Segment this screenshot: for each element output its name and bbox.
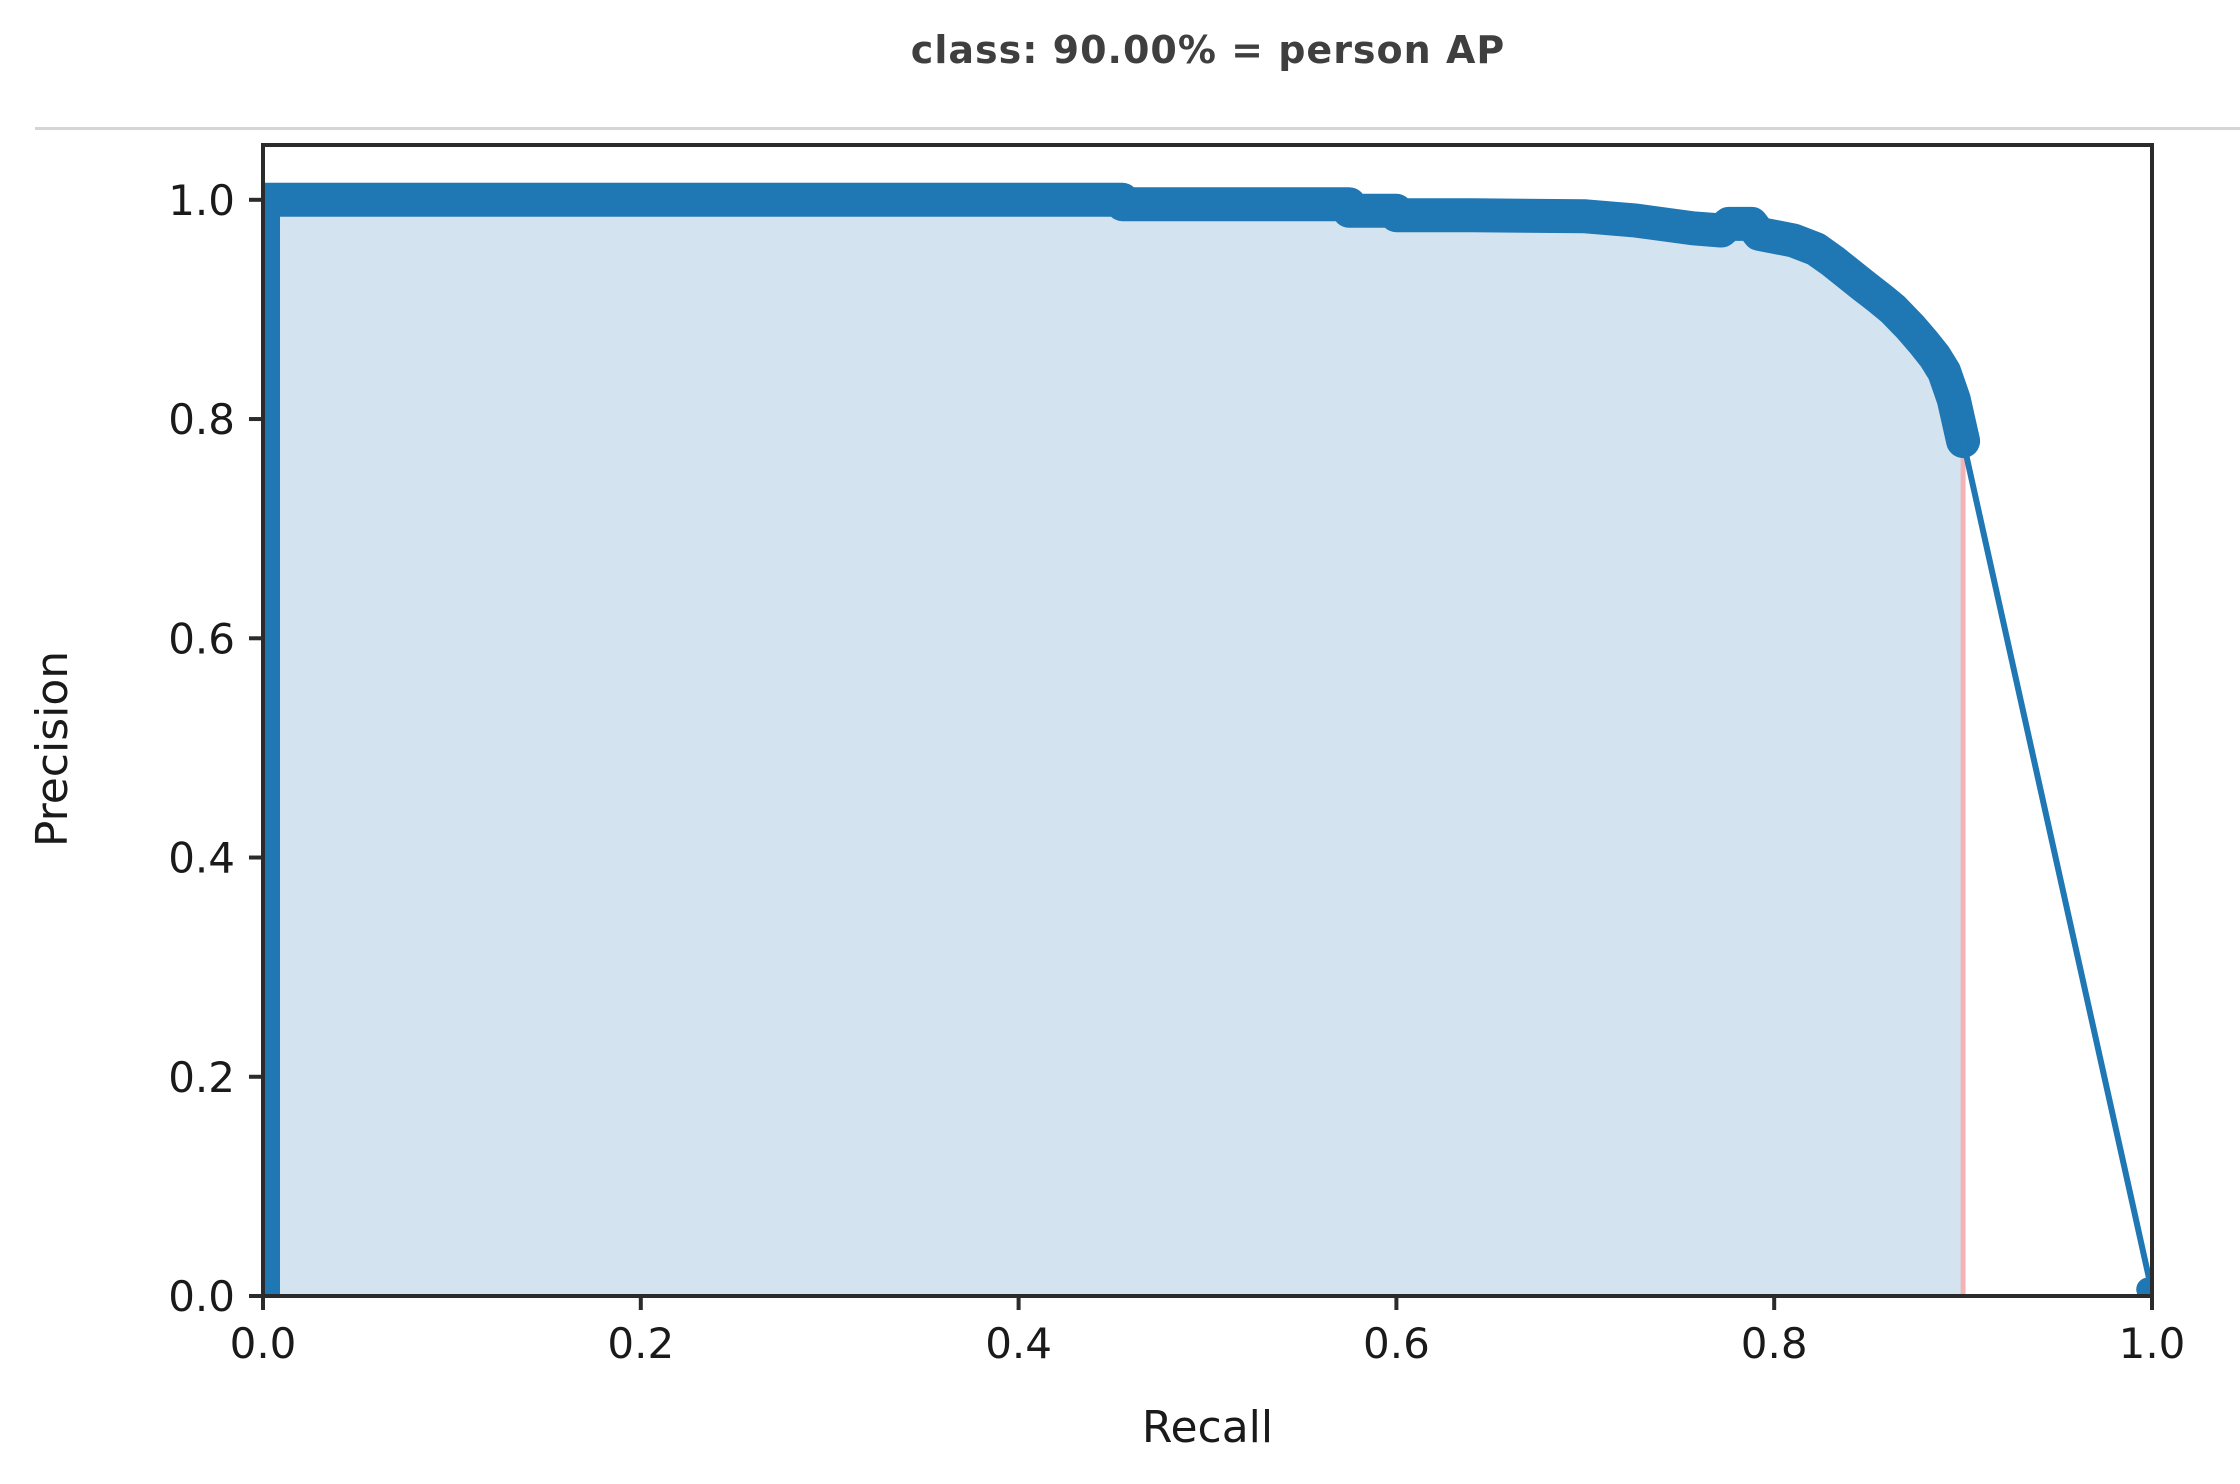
pr-fill-area xyxy=(263,199,1964,1296)
top-separator-line xyxy=(35,127,2240,130)
y-tick-label: 0.4 xyxy=(168,834,235,883)
x-tick-label: 1.0 xyxy=(2119,1319,2186,1368)
x-tick-label: 0.8 xyxy=(1741,1319,1808,1368)
y-tick-label: 0.2 xyxy=(168,1053,235,1102)
pr-curve-tail xyxy=(1960,438,2152,1295)
y-axis-label: Precision xyxy=(27,651,78,847)
y-tick-label: 1.0 xyxy=(168,176,235,225)
chart-title: class: 90.00% = person AP xyxy=(910,28,1506,72)
x-axis-label: Recall xyxy=(1142,1402,1273,1453)
endpoint-marker xyxy=(2136,1277,2152,1296)
axes-frame xyxy=(261,143,2154,1298)
x-tick-label: 0.2 xyxy=(607,1319,674,1368)
x-tick-label: 0.4 xyxy=(985,1319,1052,1368)
y-tick-label: 0.6 xyxy=(168,614,235,663)
pr-curve xyxy=(263,182,1981,1296)
y-tick-label: 0.8 xyxy=(168,395,235,444)
y-tick-label: 0.0 xyxy=(168,1272,235,1321)
x-tick-label: 0.0 xyxy=(230,1319,297,1368)
x-tick-label: 0.6 xyxy=(1363,1319,1430,1368)
